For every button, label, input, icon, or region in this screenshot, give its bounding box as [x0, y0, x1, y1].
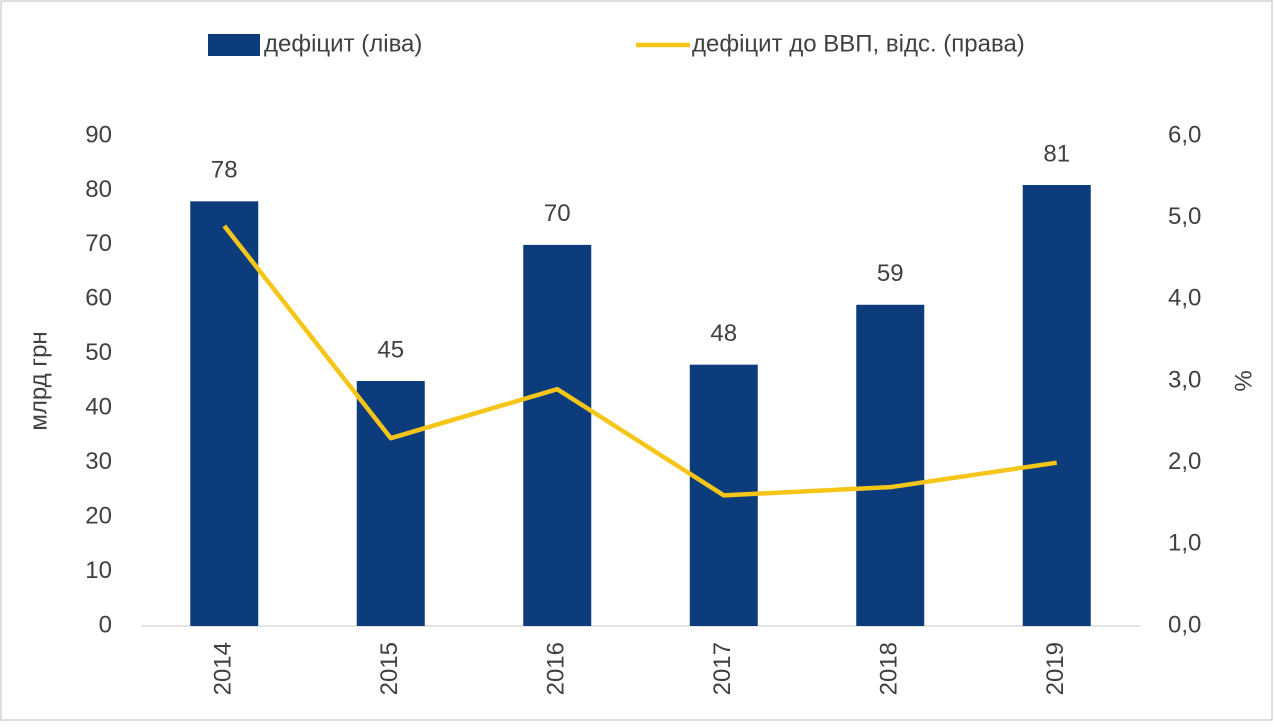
data-label: 70 [544, 200, 571, 227]
y-tick-label: 80 [85, 176, 112, 203]
legend-swatch [208, 34, 260, 56]
y-tick-label: 60 [85, 285, 112, 312]
data-label: 45 [377, 336, 404, 363]
data-label: 81 [1043, 140, 1070, 167]
bar [856, 304, 925, 626]
data-label: 59 [877, 260, 904, 287]
legend-label: дефіцит (ліва) [264, 30, 422, 57]
y-tick-label: 90 [85, 121, 112, 148]
y-tick-label: 70 [85, 230, 112, 257]
data-label: 78 [211, 157, 238, 184]
y-tick-label: 0 [99, 611, 112, 638]
y2-tick-label: 2,0 [1168, 448, 1201, 475]
bar [190, 201, 259, 627]
y2-tick-label: 3,0 [1168, 366, 1201, 393]
y-tick-label: 10 [85, 557, 112, 584]
bar [523, 244, 592, 626]
legend-label: дефіцит до ВВП, відс. (права) [692, 30, 1025, 57]
bar [1022, 185, 1091, 626]
y-axis-label: млрд грн [25, 331, 52, 430]
x-tick-label: 2015 [376, 642, 403, 695]
y2-tick-label: 6,0 [1168, 121, 1201, 148]
y2-tick-label: 1,0 [1168, 530, 1201, 557]
y-tick-label: 40 [85, 394, 112, 421]
x-tick-label: 2014 [210, 642, 237, 695]
x-tick-label: 2019 [1042, 642, 1069, 695]
x-tick-label: 2016 [543, 642, 570, 695]
bar [356, 381, 425, 626]
y2-tick-label: 4,0 [1168, 285, 1201, 312]
data-label: 48 [710, 320, 737, 347]
y-tick-label: 50 [85, 339, 112, 366]
y2-tick-label: 5,0 [1168, 203, 1201, 230]
y-tick-label: 20 [85, 502, 112, 529]
x-tick-label: 2018 [876, 642, 903, 695]
line [222, 224, 1058, 498]
y-tick-label: 30 [85, 448, 112, 475]
y2-tick-label: 0,0 [1168, 611, 1201, 638]
x-tick-label: 2017 [709, 642, 736, 695]
y2-axis-label: % [1230, 370, 1257, 391]
